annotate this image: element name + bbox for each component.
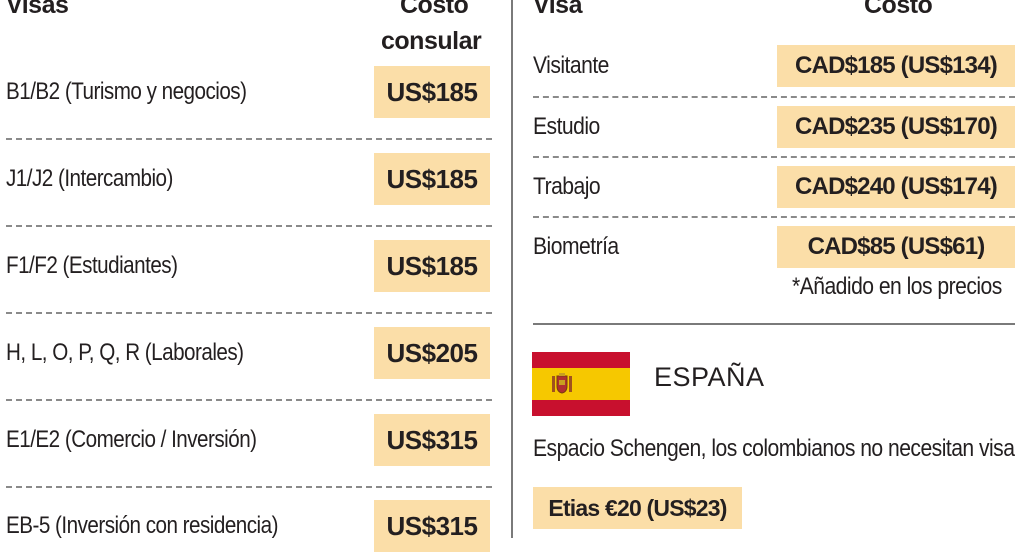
usa-row-price: US$185 [374,153,490,205]
canada-row-price: CAD$85 (US$61) [777,226,1015,268]
usa-row-label: B1/B2 (Turismo y negocios) [6,78,247,105]
usa-header-cost-line2: consular [381,27,482,55]
usa-row-price: US$315 [374,500,490,552]
usa-row-label: J1/J2 (Intercambio) [6,165,173,192]
spain-etias-price: Etias €20 (US$23) [533,487,742,529]
usa-row-label: H, L, O, P, Q, R (Laborales) [6,339,244,366]
row-divider [6,138,492,140]
usa-row-price: US$315 [374,414,490,466]
canada-row-price: CAD$240 (US$174) [777,166,1015,208]
usa-header-cost-line1: Costo [400,0,469,19]
row-divider [6,486,492,488]
canada-row-label: Visitante [533,52,609,79]
spain-country-title: ESPAÑA [654,362,765,392]
row-divider [533,156,1015,158]
canada-header-visa: Visa [533,0,582,19]
row-divider [533,216,1015,218]
usa-row-price: US$185 [374,240,490,292]
usa-row-label: EB-5 (Inversión con residencia) [6,512,278,539]
row-divider [6,225,492,227]
spain-description: Espacio Schengen, los colombianos no nec… [533,435,1015,462]
canada-header-cost: Costo [864,0,933,19]
column-divider [511,0,513,538]
row-divider [6,312,492,314]
row-divider [6,399,492,401]
spain-flag-icon [532,352,630,416]
usa-row-price: US$185 [374,66,490,118]
canada-row-label: Estudio [533,113,600,140]
canada-row-price: CAD$235 (US$170) [777,106,1015,148]
usa-header-visa: Visas [6,0,69,19]
row-divider [533,96,1015,98]
section-divider [533,323,1015,325]
coat-of-arms-icon [552,373,572,394]
usa-row-price: US$205 [374,327,490,379]
canada-row-label: Biometría [533,233,619,260]
usa-row-label: F1/F2 (Estudiantes) [6,252,178,279]
usa-row-label: E1/E2 (Comercio / Inversión) [6,426,257,453]
canada-note: *Añadido en los precios [792,273,1002,300]
canada-row-label: Trabajo [533,173,601,200]
canada-row-price: CAD$185 (US$134) [777,45,1015,87]
